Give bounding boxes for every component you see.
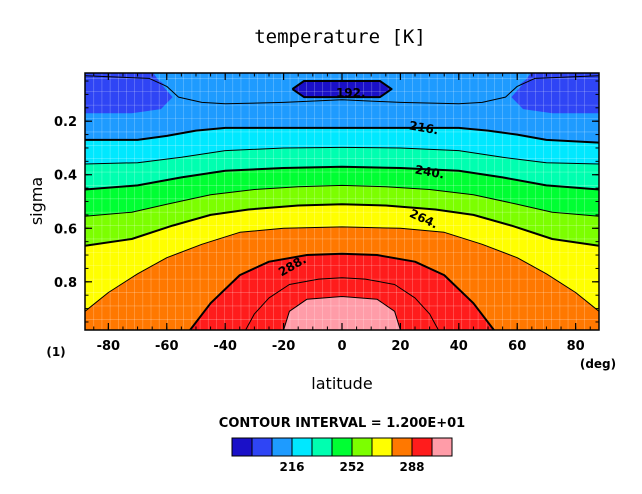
colorbar-swatch: [411, 437, 433, 457]
colorbar-tick-label: 252: [339, 460, 364, 474]
x-tick-label: 20: [391, 339, 409, 354]
x-tick-label: -20: [272, 339, 296, 354]
contour-line-216: [85, 126, 599, 144]
grid-lines: [85, 73, 599, 330]
contour-label: 240.: [414, 163, 446, 182]
y-tick-label: 0.4: [54, 169, 77, 184]
y-tick-label: 0.8: [54, 276, 77, 291]
x-axis-ticks: -80 -60 -40 -20 0 20 40 60 80: [93, 73, 591, 354]
colorbar-swatch: [291, 437, 313, 457]
fill-level-312: [283, 296, 401, 330]
contour-label: 192.: [336, 86, 366, 100]
contour-line-276: [85, 226, 599, 312]
x-tick-label: 60: [508, 339, 526, 354]
colorbar-swatch: [311, 437, 333, 457]
contour-line-204: [85, 75, 599, 105]
fill-level-192: [292, 81, 392, 98]
x-tick-label: -60: [155, 339, 179, 354]
x-axis-label: latitude: [311, 374, 372, 393]
colorbar-swatch: [431, 437, 453, 457]
chart-title: temperature [K]: [254, 26, 426, 48]
x-tick-label: 0: [337, 339, 346, 354]
colorbar-swatch: [351, 437, 373, 457]
contour-line-192: [291, 80, 393, 99]
colorbar-swatch: [391, 437, 413, 457]
y-tick-label: 0.6: [54, 222, 77, 237]
x-unit-label: (deg): [580, 357, 616, 371]
fill-polar-left: [85, 73, 173, 114]
colorbar: [231, 437, 453, 457]
contour-line-252: [85, 184, 599, 217]
contour-line-312: [283, 296, 401, 330]
colorbar-tick-label: 216: [279, 460, 304, 474]
contour-line-264: [85, 203, 599, 247]
y-tick-label: 0.2: [54, 115, 77, 130]
contour-interval-text: CONTOUR INTERVAL = 1.200E+01: [219, 416, 465, 431]
x-tick-label: 80: [567, 339, 585, 354]
contour-line-300: [245, 277, 439, 330]
colorbar-swatch: [331, 437, 353, 457]
colorbar-swatch: [371, 437, 393, 457]
contour-lines: [85, 75, 599, 330]
colorbar-swatch: [271, 437, 293, 457]
x-tick-label: 40: [450, 339, 468, 354]
panel-index: (1): [46, 345, 65, 359]
fill-polar-right: [511, 73, 599, 114]
x-tick-label: -40: [213, 339, 237, 354]
y-axis-ticks: 0.2 0.4 0.6 0.8: [54, 80, 599, 323]
contour-line-288: [189, 252, 495, 330]
colorbar-swatch: [251, 437, 273, 457]
contour-line-228: [85, 146, 599, 165]
contour-label: 216.: [408, 118, 440, 137]
contour-line-240: [85, 165, 599, 191]
x-tick-label: -80: [97, 339, 121, 354]
y-axis-label: sigma: [27, 177, 46, 225]
colorbar-tick-labels: 216 252 288: [279, 460, 424, 474]
colorbar-tick-label: 288: [399, 460, 424, 474]
contour-fills: [85, 73, 599, 330]
colorbar-swatch: [231, 437, 253, 457]
